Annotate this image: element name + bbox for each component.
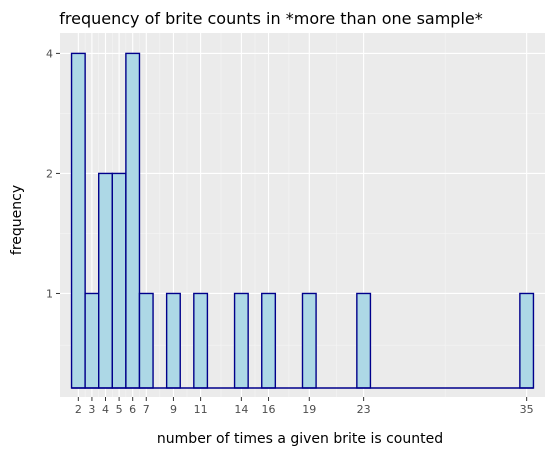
- bar-x4: [99, 173, 113, 388]
- y-axis-label: frequency: [9, 185, 25, 255]
- bar-x19: [303, 293, 317, 388]
- x-tick-label-19: 19: [302, 403, 316, 416]
- x-tick-label-7: 7: [143, 403, 150, 416]
- bar-x9: [167, 293, 181, 388]
- bar-x11: [194, 293, 208, 388]
- x-tick-label-6: 6: [129, 403, 136, 416]
- x-tick-label-16: 16: [262, 403, 276, 416]
- x-tick-label-5: 5: [116, 403, 123, 416]
- y-axis: 1 2 4: [46, 47, 60, 300]
- bar-x16: [262, 293, 276, 388]
- x-tick-label-2: 2: [75, 403, 82, 416]
- x-tick-label-3: 3: [88, 403, 95, 416]
- x-tick-label-14: 14: [234, 403, 248, 416]
- x-axis: 2 3 4 5 6 7 9 11 14 16 19 23 35: [75, 397, 534, 416]
- bar-x3: [85, 293, 99, 388]
- bar-x14: [235, 293, 249, 388]
- y-tick-label-2: 2: [46, 167, 53, 180]
- bar-x2: [72, 53, 86, 388]
- chart-title: frequency of brite counts in *more than …: [59, 9, 482, 28]
- bar-x23: [357, 293, 371, 388]
- y-tick-label-1: 1: [46, 287, 53, 300]
- x-axis-label: number of times a given brite is counted: [157, 431, 443, 447]
- x-tick-label-11: 11: [194, 403, 208, 416]
- x-tick-label-35: 35: [520, 403, 534, 416]
- bar-x5: [112, 173, 126, 388]
- bar-x6: [126, 53, 140, 388]
- y-tick-label-4: 4: [46, 47, 53, 60]
- x-tick-label-4: 4: [102, 403, 109, 416]
- x-tick-label-23: 23: [357, 403, 371, 416]
- bar-x7: [139, 293, 153, 388]
- x-tick-label-9: 9: [170, 403, 177, 416]
- bar-x35: [520, 293, 534, 388]
